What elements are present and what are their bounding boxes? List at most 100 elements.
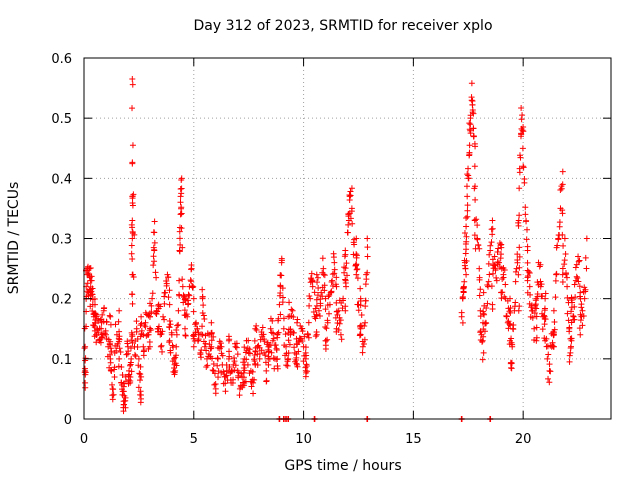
data-point bbox=[128, 337, 135, 344]
data-point bbox=[507, 309, 514, 316]
data-point bbox=[203, 347, 210, 354]
data-point bbox=[125, 376, 132, 383]
data-point bbox=[259, 324, 266, 331]
data-point bbox=[470, 133, 477, 140]
data-point bbox=[305, 319, 312, 326]
data-point bbox=[170, 344, 177, 351]
data-point bbox=[112, 321, 119, 328]
data-point bbox=[516, 212, 523, 219]
data-point bbox=[486, 251, 493, 258]
data-point bbox=[177, 186, 184, 193]
data-point bbox=[273, 356, 280, 363]
data-point bbox=[155, 323, 162, 330]
data-point bbox=[256, 350, 263, 357]
data-point bbox=[82, 384, 89, 391]
data-point bbox=[488, 283, 495, 290]
data-point bbox=[554, 242, 561, 249]
data-point bbox=[254, 362, 261, 369]
data-point bbox=[463, 215, 470, 222]
data-point bbox=[251, 358, 258, 365]
y-tick-label: 0.1 bbox=[51, 353, 72, 368]
data-point bbox=[347, 192, 354, 199]
data-point bbox=[346, 196, 353, 203]
data-point bbox=[508, 365, 515, 372]
data-point bbox=[185, 291, 192, 298]
data-point bbox=[343, 260, 350, 267]
data-point bbox=[583, 235, 590, 242]
data-point bbox=[534, 279, 541, 286]
data-point bbox=[514, 251, 521, 258]
data-point bbox=[261, 338, 268, 345]
data-point bbox=[179, 276, 186, 283]
data-point bbox=[127, 345, 134, 352]
data-point bbox=[200, 302, 207, 309]
data-point bbox=[147, 313, 154, 320]
data-point bbox=[313, 271, 320, 278]
data-point bbox=[324, 302, 331, 309]
data-point bbox=[573, 273, 580, 280]
data-point bbox=[288, 306, 295, 313]
data-point bbox=[91, 301, 98, 308]
data-point bbox=[583, 265, 590, 272]
data-point bbox=[320, 271, 327, 278]
data-point bbox=[505, 318, 512, 325]
data-point bbox=[270, 355, 277, 362]
data-point bbox=[161, 300, 168, 307]
data-point bbox=[472, 143, 479, 150]
data-point bbox=[188, 278, 195, 285]
data-point bbox=[99, 311, 106, 318]
data-point bbox=[222, 373, 229, 380]
data-point bbox=[95, 329, 102, 336]
data-point bbox=[323, 325, 330, 332]
data-point bbox=[166, 301, 173, 308]
data-point bbox=[129, 200, 136, 207]
data-point bbox=[559, 168, 566, 175]
data-point bbox=[461, 262, 468, 269]
data-point bbox=[181, 293, 188, 300]
data-point bbox=[461, 278, 468, 285]
data-point bbox=[533, 313, 540, 320]
data-point bbox=[307, 279, 314, 286]
data-point bbox=[279, 285, 286, 292]
data-point bbox=[362, 319, 369, 326]
data-point bbox=[362, 297, 369, 304]
data-point bbox=[268, 349, 275, 356]
data-point bbox=[353, 266, 360, 273]
data-point bbox=[87, 303, 94, 310]
data-point bbox=[523, 236, 530, 243]
data-point bbox=[539, 293, 546, 300]
data-point bbox=[481, 311, 488, 318]
data-point bbox=[240, 374, 247, 381]
data-point bbox=[463, 271, 470, 278]
data-point bbox=[331, 270, 338, 277]
data-point bbox=[176, 228, 183, 235]
data-point bbox=[226, 353, 233, 360]
data-point bbox=[199, 294, 206, 301]
data-point bbox=[299, 328, 306, 335]
data-point bbox=[154, 308, 161, 315]
data-point bbox=[176, 235, 183, 242]
data-point bbox=[222, 388, 229, 395]
data-point bbox=[465, 172, 472, 179]
data-point bbox=[519, 145, 526, 152]
data-point bbox=[178, 177, 185, 184]
data-point bbox=[470, 125, 477, 132]
data-point bbox=[516, 185, 523, 192]
data-point bbox=[129, 142, 136, 149]
data-point bbox=[354, 301, 361, 308]
data-point bbox=[245, 337, 252, 344]
data-point bbox=[307, 295, 314, 302]
data-point bbox=[466, 142, 473, 149]
data-point bbox=[533, 305, 540, 312]
data-point bbox=[313, 329, 320, 336]
data-point bbox=[354, 275, 361, 282]
data-point bbox=[574, 275, 581, 282]
data-point bbox=[246, 370, 253, 377]
data-point bbox=[551, 319, 558, 326]
data-point bbox=[118, 379, 125, 386]
data-point bbox=[524, 259, 531, 266]
data-point bbox=[510, 326, 517, 333]
data-point bbox=[517, 154, 524, 161]
data-point bbox=[361, 336, 368, 343]
data-point bbox=[328, 289, 335, 296]
